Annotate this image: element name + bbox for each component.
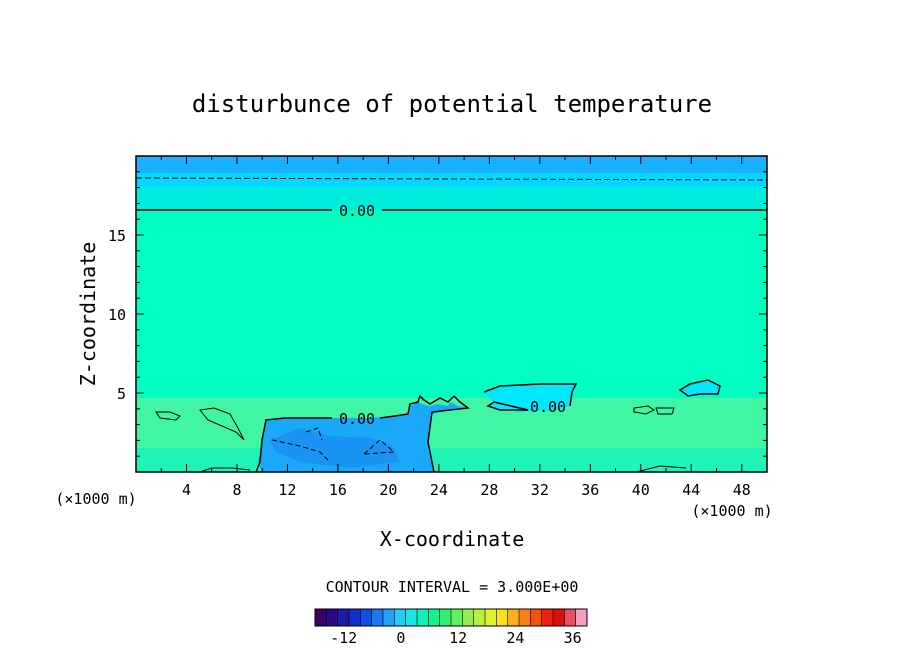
chart-title: disturbunce of potential temperature [192, 90, 712, 118]
x-axis: 4 8 12 16 20 24 28 32 36 40 44 48 [160, 156, 751, 499]
contour-right-small-1 [633, 405, 655, 415]
contour-dashed-cold-2 [362, 439, 396, 455]
colorbar-tick-label: -12 [330, 629, 357, 647]
plot-area: 0.00 0.00 0.00 [136, 156, 767, 472]
x-tick-label: 32 [531, 481, 549, 499]
colorbar-segment [496, 609, 508, 626]
y-axis: 5 10 15 [108, 171, 767, 457]
x-tick-label: 36 [581, 481, 599, 499]
colorbar [314, 608, 588, 627]
contour-dashed-cold-1 [271, 439, 331, 463]
colorbar-segment [473, 609, 486, 626]
colorbar-segment [394, 609, 406, 626]
colorbar-segment [337, 609, 350, 626]
x-tick-label: 8 [232, 481, 241, 499]
colorbar-segment [360, 609, 372, 626]
x-tick-label: 4 [182, 481, 191, 499]
contour-cold-pool [255, 394, 470, 472]
contour-left-blob [199, 407, 245, 441]
colorbar-segment [541, 609, 554, 626]
contour-label-right: 0.00 [530, 398, 566, 416]
contour-surface-right [635, 465, 687, 472]
upper-band-top [136, 156, 767, 173]
x-unit-right: (×1000 m) [691, 502, 772, 520]
x-tick-label: 16 [329, 481, 347, 499]
colorbar-ticks: -12 0 12 24 36 [330, 629, 582, 647]
contour-dashed-cold-3 [305, 427, 323, 441]
colorbar-segment [553, 609, 565, 626]
cold-pool-core [270, 428, 400, 468]
x-tick-label: 20 [379, 481, 397, 499]
contour-label-upper: 0.00 [339, 202, 375, 220]
colorbar-tick-label: 12 [449, 629, 467, 647]
x-tick-label: 24 [430, 481, 448, 499]
surface-band [136, 448, 767, 472]
contour-right-region [483, 383, 578, 411]
x-tick-label: 44 [682, 481, 700, 499]
colorbar-tick-label: 0 [396, 629, 405, 647]
colorbar-segment [485, 609, 497, 626]
colorbar-segment [439, 609, 452, 626]
y-axis-label: Z-coordinate [76, 242, 100, 387]
colorbar-segment [507, 609, 520, 626]
colorbar-segment [417, 609, 429, 626]
upper-band-low [136, 187, 767, 210]
contour-surface-left [199, 467, 251, 472]
y-tick-label: 5 [117, 385, 126, 403]
y-tick-label: 10 [108, 306, 126, 324]
x-unit-left: (×1000 m) [55, 490, 136, 508]
colorbar-segment [451, 609, 463, 626]
contour-interval: CONTOUR INTERVAL = 3.000E+00 [326, 578, 579, 596]
colorbar-segment [383, 609, 395, 626]
upper-band-mid [136, 173, 767, 187]
x-tick-label: 12 [278, 481, 296, 499]
contour-right-small-2 [655, 407, 675, 415]
x-tick-label: 28 [480, 481, 498, 499]
colorbar-tick-label: 36 [564, 629, 582, 647]
colorbar-segment [428, 609, 440, 626]
colorbar-segment [371, 609, 384, 626]
contour-dashed-upper [136, 177, 767, 181]
x-tick-label: 40 [632, 481, 650, 499]
x-axis-label: X-coordinate [380, 527, 525, 551]
colorbar-frame [314, 608, 588, 627]
colorbar-tick-label: 24 [506, 629, 524, 647]
colorbar-segment [530, 609, 542, 626]
colorbar-segment [405, 609, 418, 626]
colorbar-segment [575, 609, 588, 626]
contour-far-right-region [678, 379, 721, 397]
colorbar-segment [326, 609, 338, 626]
colorbar-segment [564, 609, 576, 626]
colorbar-segment [462, 609, 474, 626]
x-tick-label: 48 [733, 481, 751, 499]
colorbar-segment [519, 609, 531, 626]
colorbar-segment [315, 609, 327, 626]
colorbar-segment [349, 609, 361, 626]
contour-label-cold-pool: 0.00 [339, 410, 375, 428]
contour-left-small [155, 411, 181, 421]
y-tick-label: 15 [108, 227, 126, 245]
